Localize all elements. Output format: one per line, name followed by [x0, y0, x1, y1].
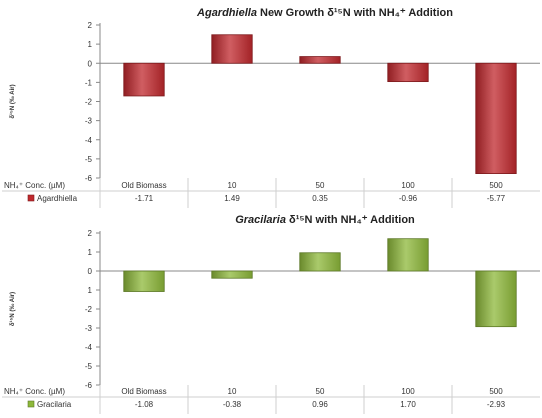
y-tick-label: 1 [88, 40, 93, 49]
y-tick-label: -2 [85, 98, 93, 107]
bar [475, 62, 517, 175]
y-tick-label: -1 [85, 78, 93, 87]
x-category-label: 10 [228, 181, 237, 190]
bar [299, 252, 341, 272]
x-category-label: 10 [228, 387, 237, 396]
y-tick-label: 1 [88, 248, 93, 257]
legend-swatch [27, 194, 35, 202]
x-category-label: 50 [316, 181, 325, 190]
chart-panel-1: Agardhiella New Growth δ¹⁵N with NH₄⁺ Ad… [2, 7, 540, 208]
chart-title-text: δ¹⁵N with NH₄⁺ Addition [286, 214, 415, 226]
x-category-label: 100 [401, 387, 415, 396]
chart-title-text: New Growth δ¹⁵N with NH₄⁺ Addition [257, 7, 453, 19]
data-value-label: -1.08 [135, 400, 154, 409]
y-tick-label: 0 [88, 59, 93, 68]
y-tick-label: -2 [85, 305, 93, 314]
x-category-label: 500 [489, 387, 503, 396]
y-tick-label: 0 [88, 267, 93, 276]
y-tick-label: -5 [85, 362, 93, 371]
bar [299, 56, 341, 64]
chart-panel-2: Gracilaria δ¹⁵N with NH₄⁺ Addition δ¹⁵N (… [2, 214, 540, 414]
chart-title: Agardhiella New Growth δ¹⁵N with NH₄⁺ Ad… [196, 7, 453, 19]
legend-series-name: Agardhiella [37, 194, 78, 203]
data-value-label: -1.71 [135, 194, 154, 203]
data-value-label: 1.70 [400, 400, 416, 409]
data-value-label: -2.93 [487, 400, 506, 409]
legend-series-name: Gracilaria [37, 400, 72, 409]
chart-title-genus: Agardhiella [196, 7, 257, 19]
bar [387, 62, 429, 83]
bar [123, 270, 165, 292]
bar [387, 238, 429, 272]
bar [123, 62, 165, 97]
y-axis-label: δ¹⁵N (‰ Air) [9, 84, 16, 118]
y-tick-label: -6 [85, 381, 93, 390]
data-value-label: -5.77 [487, 194, 506, 203]
x-category-label: 500 [489, 181, 503, 190]
y-tick-label: -3 [85, 117, 93, 126]
bar [475, 270, 517, 328]
y-tick-label: 1 [88, 286, 93, 295]
y-tick-label: 2 [88, 21, 93, 30]
data-value-label: 1.49 [224, 194, 240, 203]
y-tick-label: -6 [85, 174, 93, 183]
chart-title-genus: Gracilaria [235, 214, 286, 226]
y-tick-label: 2 [88, 229, 93, 238]
y-tick-label: -4 [85, 136, 93, 145]
data-value-label: -0.96 [399, 194, 418, 203]
bar [211, 270, 253, 279]
x-category-label: Old Biomass [121, 387, 166, 396]
x-category-label: 100 [401, 181, 415, 190]
x-category-label: Old Biomass [121, 181, 166, 190]
y-tick-label: -5 [85, 155, 93, 164]
bar [211, 34, 253, 64]
data-value-label: -0.38 [223, 400, 242, 409]
data-value-label: 0.96 [312, 400, 328, 409]
table-header-label: NH₄⁺ Conc. (µM) [4, 387, 65, 396]
data-value-label: 0.35 [312, 194, 328, 203]
x-category-label: 50 [316, 387, 325, 396]
y-tick-label: -4 [85, 343, 93, 352]
legend-swatch [27, 400, 35, 408]
table-header-label: NH₄⁺ Conc. (µM) [4, 181, 65, 190]
y-tick-label: -3 [85, 324, 93, 333]
chart-title: Gracilaria δ¹⁵N with NH₄⁺ Addition [235, 214, 415, 226]
y-axis-label: δ¹⁵N (‰ Air) [9, 292, 16, 326]
